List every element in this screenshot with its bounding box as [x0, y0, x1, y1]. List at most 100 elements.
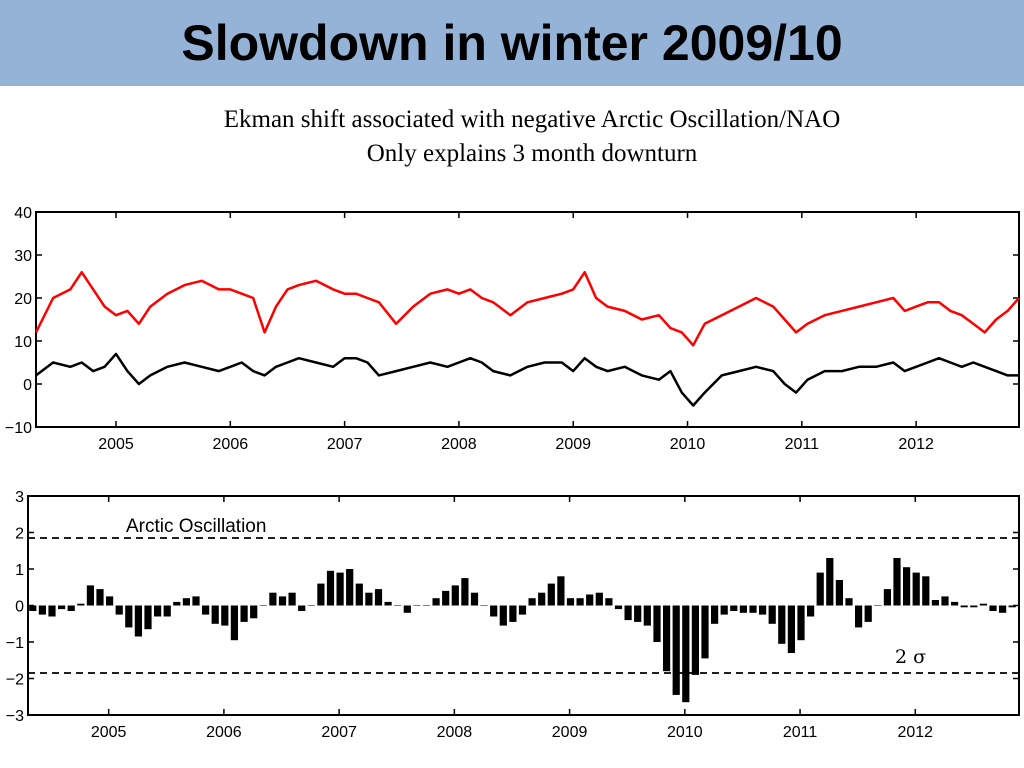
ao-bar — [874, 605, 882, 606]
ao-bar — [653, 605, 661, 642]
ao-bar — [1008, 605, 1016, 608]
ao-bar — [845, 598, 853, 606]
ao-bar — [663, 605, 671, 672]
top-y-tick-label: −10 — [5, 420, 32, 437]
ao-bar — [624, 605, 632, 621]
ao-bar — [547, 583, 555, 606]
ao-bar — [403, 605, 411, 613]
ao-bar — [432, 598, 440, 606]
top-frame — [35, 211, 1020, 428]
ao-bar — [711, 605, 719, 624]
ao-bar — [576, 598, 584, 606]
top-series-line-1 — [35, 352, 1019, 407]
title-band — [0, 0, 1024, 86]
ao-bar — [864, 605, 872, 622]
top-x-tick-label: 2009 — [555, 436, 591, 453]
ao-bar — [355, 583, 363, 606]
ao-bar — [86, 585, 94, 606]
ao-bar — [67, 605, 75, 611]
ao-bar — [922, 576, 930, 606]
ao-bar — [614, 605, 623, 610]
ao-bar — [38, 605, 46, 615]
top-y-tick-label: 40 — [14, 205, 32, 222]
ao-bar — [77, 603, 85, 606]
subtitle-line-2: Only explains 3 month downturn — [366, 140, 698, 167]
ao-bar — [672, 605, 680, 695]
ao-bar — [250, 605, 258, 619]
top-y-tick-label: 10 — [14, 334, 32, 351]
ao-bar — [538, 592, 546, 606]
ao-bar — [240, 605, 248, 622]
ao-bar — [48, 605, 56, 617]
ao-bar — [634, 605, 642, 622]
ao-bar — [566, 598, 575, 606]
ao-bar — [979, 603, 987, 606]
ao-bar — [557, 576, 565, 606]
ao-bar — [221, 605, 229, 626]
ao-bar — [970, 605, 978, 608]
ao-bar — [307, 605, 315, 606]
ao-bar — [394, 605, 402, 606]
ao-bar — [317, 583, 325, 606]
bottom-x-tick-label: 2009 — [552, 724, 588, 741]
ao-bar — [528, 598, 536, 606]
ao-bar — [29, 605, 37, 611]
ao-bar — [499, 605, 507, 626]
ao-bar — [413, 605, 421, 606]
slide-title: Slowdown in winter 2009/10 — [181, 15, 843, 71]
bottom-x-tick-label: 2012 — [897, 724, 933, 741]
ao-bar — [470, 592, 479, 606]
ao-bar — [960, 605, 968, 608]
ao-bar — [288, 592, 296, 606]
ao-bar — [855, 605, 863, 628]
top-x-tick-label: 2010 — [670, 436, 706, 453]
ao-bar — [106, 596, 114, 606]
ao-bar — [807, 605, 815, 617]
ao-bar — [211, 605, 219, 624]
ao-bar — [903, 567, 911, 606]
bottom-x-tick-label: 2010 — [667, 724, 703, 741]
bottom-x-tick-label: 2006 — [206, 724, 242, 741]
top-chart: 2005 2006 2007 2008 2009 2010 2011 2012 −10 0 10 20… — [5, 205, 1020, 453]
bottom-x-tick-label: 2005 — [91, 724, 127, 741]
ao-bar — [451, 585, 459, 606]
ao-bar — [989, 605, 997, 611]
ao-bar — [58, 605, 66, 610]
ao-bar — [893, 558, 901, 606]
ao-bar — [480, 605, 488, 606]
top-y-tick-label: 20 — [14, 291, 32, 308]
ao-bar — [691, 605, 699, 675]
ao-bar — [778, 605, 786, 644]
ao-bar — [759, 605, 767, 615]
ao-bar — [816, 572, 824, 606]
subtitle-line-1: Ekman shift associated with negative Arc… — [223, 106, 841, 133]
ao-bar — [605, 598, 613, 606]
ao-bar — [374, 589, 383, 606]
bottom-y-tick-label: −1 — [6, 635, 24, 652]
bottom-y-tick-label: 1 — [15, 562, 24, 579]
bottom-y-tick-label: 0 — [15, 599, 24, 616]
ao-bar — [422, 605, 431, 606]
ao-bar — [768, 605, 776, 624]
top-y-tick-label: 30 — [14, 248, 32, 265]
ao-bar — [518, 605, 527, 615]
ao-bar — [701, 605, 709, 659]
ao-bar — [941, 596, 949, 606]
ao-bar — [384, 601, 392, 606]
ao-bar — [787, 605, 795, 653]
ao-bar — [154, 605, 162, 617]
ao-bar — [951, 601, 959, 606]
bottom-x-tick-label: 2008 — [437, 724, 473, 741]
bottom-x-tick-label: 2011 — [783, 724, 818, 741]
ao-bar — [586, 594, 594, 606]
ao-bar — [931, 600, 939, 606]
ao-bar — [461, 578, 469, 606]
ao-bar — [826, 558, 834, 606]
ao-bar — [999, 605, 1007, 613]
ao-bar — [835, 580, 843, 606]
ao-bar — [346, 569, 354, 606]
two-sigma-label: 2 σ — [895, 646, 926, 668]
top-x-tick-label: 2006 — [213, 436, 249, 453]
top-x-tick-label: 2012 — [898, 436, 934, 453]
